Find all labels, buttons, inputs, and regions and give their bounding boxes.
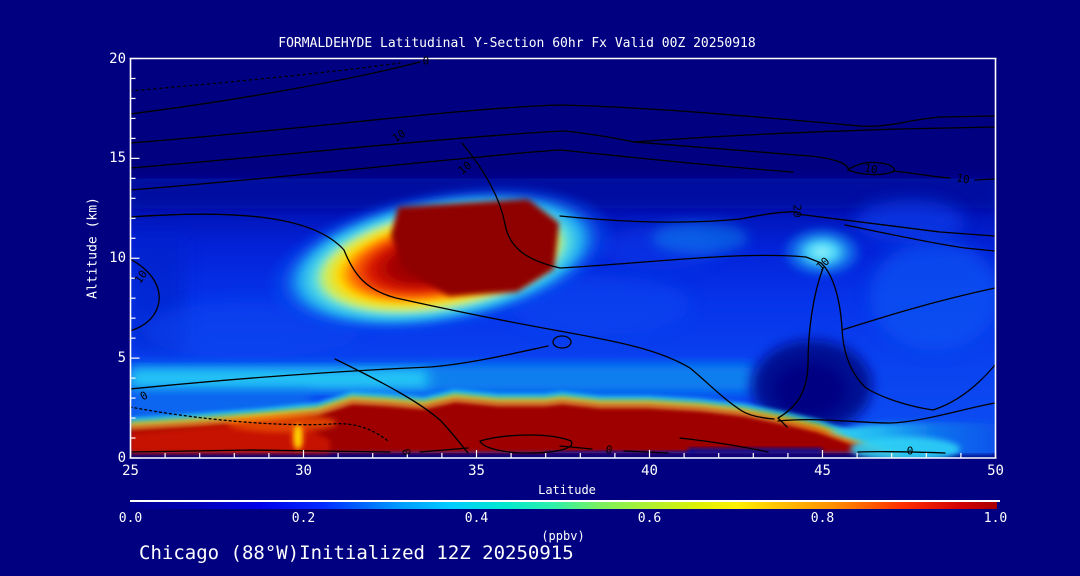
x-tick-label: 25 [122,463,139,479]
contour-label: 10 [863,161,879,177]
x-axis-label: Latitude [538,483,596,497]
colorbar-tick-label: 0.4 [464,511,489,526]
colorbar-tick-label: 0.0 [118,511,143,526]
x-tick-label: 30 [295,463,312,479]
colorbar [130,502,997,509]
axis-tick-marks [129,57,997,459]
colorbar-top-line [130,500,1000,502]
y-tick-label: 10 [109,250,126,267]
y-tick-label: 20 [109,50,126,67]
filled-contour-field [130,178,996,458]
y-tick-label: 5 [117,350,126,367]
colorbar-tick-label: 0.6 [637,511,662,526]
y-axis-label: Altitude (km) [85,197,101,299]
x-tick-label: 40 [641,463,658,479]
overlay-contour-lines [130,58,996,454]
x-tick-label: 45 [814,463,831,479]
contour-label: 20 [790,204,804,218]
colorbar-tick-label: 0.2 [291,511,316,526]
colorbar-tick-label: 1.0 [983,511,1008,526]
colorbar-tick-label: 0.8 [810,511,835,526]
y-tick-label: 15 [109,150,126,167]
chart-title: FORMALDEHYDE Latitudinal Y-Section 60hr … [278,36,756,51]
x-tick-label: 50 [987,463,1004,479]
x-tick-label: 35 [468,463,485,479]
contour-label: 0 [422,54,430,68]
contour-label: 10 [955,171,971,187]
colorbar-units-label: (ppbv) [541,529,585,543]
y-tick-label: 0 [117,450,126,466]
contour-label: 0 [906,444,914,458]
station-init-annotation: Chicago (88°W)Initialized 12Z 20250915 [139,542,574,564]
